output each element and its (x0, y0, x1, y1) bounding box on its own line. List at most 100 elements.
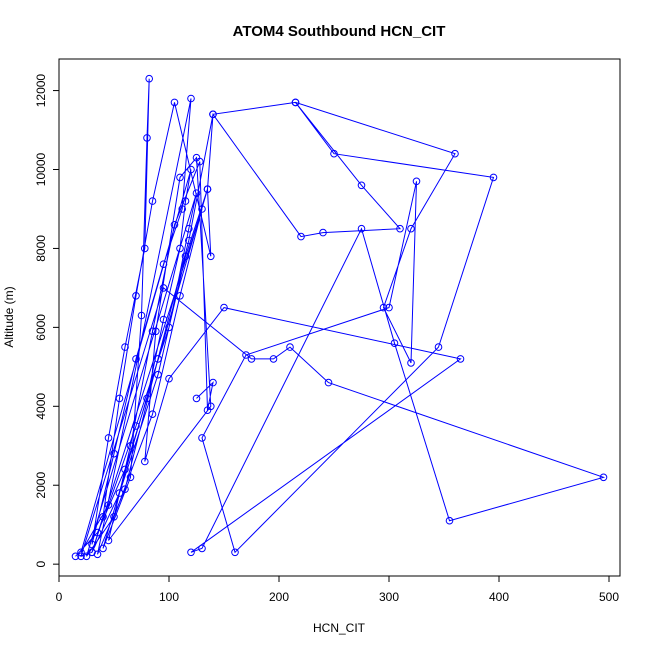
data-point (207, 252, 215, 261)
data-point (176, 244, 184, 253)
y-tick-label: 10000 (34, 152, 48, 186)
data-point (159, 315, 168, 324)
data-point (198, 544, 206, 553)
data-point (178, 205, 186, 213)
x-tick-label: 0 (56, 590, 63, 604)
data-point (330, 149, 338, 158)
y-tick-label: 12000 (34, 74, 48, 108)
data-point (198, 205, 206, 213)
data-point (148, 410, 157, 419)
data-point (110, 449, 118, 458)
data-point (143, 134, 151, 142)
data-point (187, 548, 195, 557)
data-point (132, 355, 140, 363)
data-point (203, 406, 212, 415)
data-point (192, 394, 201, 403)
data-point (115, 489, 124, 497)
data-point (126, 442, 135, 450)
y-tick-label: 2000 (34, 472, 48, 499)
data-point (445, 516, 454, 525)
x-tick-label: 300 (379, 590, 399, 604)
data-point (599, 473, 608, 482)
data-point (159, 284, 168, 292)
plot-area (71, 74, 608, 561)
data-point (407, 359, 415, 367)
y-tick-label: 0 (34, 561, 48, 568)
data-point (209, 378, 217, 387)
data-point (141, 244, 149, 253)
data-point (187, 94, 195, 103)
data-point (145, 74, 153, 83)
plot-frame (58, 58, 621, 577)
data-point (132, 422, 140, 430)
y-axis: 0 2000 4000 6000 8000 10000 12000 (34, 74, 59, 568)
data-point (88, 548, 96, 557)
data-point (324, 378, 333, 387)
data-point (185, 224, 193, 233)
x-tick-label: 500 (599, 590, 619, 604)
data-point (159, 260, 168, 269)
y-tick-label: 6000 (34, 314, 48, 341)
data-point (297, 232, 305, 241)
data-point (489, 173, 498, 182)
data-point (93, 528, 102, 537)
data-point (412, 177, 421, 186)
data-point (77, 548, 85, 557)
data-point (121, 465, 129, 474)
data-point (451, 149, 459, 158)
data-point (209, 110, 217, 119)
data-point (434, 343, 443, 351)
x-axis-label: HCN_CIT (313, 621, 366, 635)
data-point (121, 343, 129, 351)
data-point (170, 98, 179, 107)
data-point (104, 536, 113, 545)
data-point (231, 548, 239, 557)
x-axis: 0 100 200 300 400 500 (56, 576, 619, 604)
data-point (390, 339, 399, 348)
data-point (407, 224, 415, 233)
data-point (176, 173, 184, 182)
data-point (357, 224, 366, 233)
data-point (456, 355, 465, 363)
data-point (154, 355, 162, 363)
data-point (148, 327, 157, 336)
data-point (396, 224, 404, 233)
data-point (99, 513, 107, 521)
data-point (104, 434, 113, 442)
data-point (71, 552, 80, 561)
data-point (115, 394, 124, 403)
data-point (143, 394, 151, 403)
data-point (152, 327, 160, 336)
data-point (319, 228, 327, 237)
x-tick-label: 100 (159, 590, 179, 604)
data-point (121, 485, 129, 494)
data-point (220, 303, 228, 312)
data-point (357, 181, 366, 190)
data-point (198, 434, 206, 442)
data-point (291, 98, 300, 107)
data-point (242, 351, 250, 359)
x-tick-label: 400 (489, 590, 509, 604)
data-point (126, 473, 135, 482)
y-axis-label: Altitude (m) (2, 286, 16, 347)
data-point (148, 197, 157, 205)
data-point (99, 544, 107, 553)
y-tick-label: 4000 (34, 393, 48, 420)
data-point (192, 189, 201, 197)
data-point (181, 252, 190, 261)
data-point (137, 311, 146, 320)
data-point (379, 303, 388, 312)
chart-title: ATOM4 Southbound HCN_CIT (233, 23, 446, 40)
data-point (165, 374, 173, 383)
data-point (104, 501, 113, 509)
y-tick-label: 8000 (34, 235, 48, 262)
data-point (181, 197, 190, 205)
data-point (385, 303, 393, 312)
data-point (170, 221, 179, 229)
data-point (165, 323, 173, 332)
data-point (88, 540, 96, 549)
data-point (110, 513, 118, 521)
series-line (75, 78, 606, 558)
data-point (247, 355, 256, 363)
